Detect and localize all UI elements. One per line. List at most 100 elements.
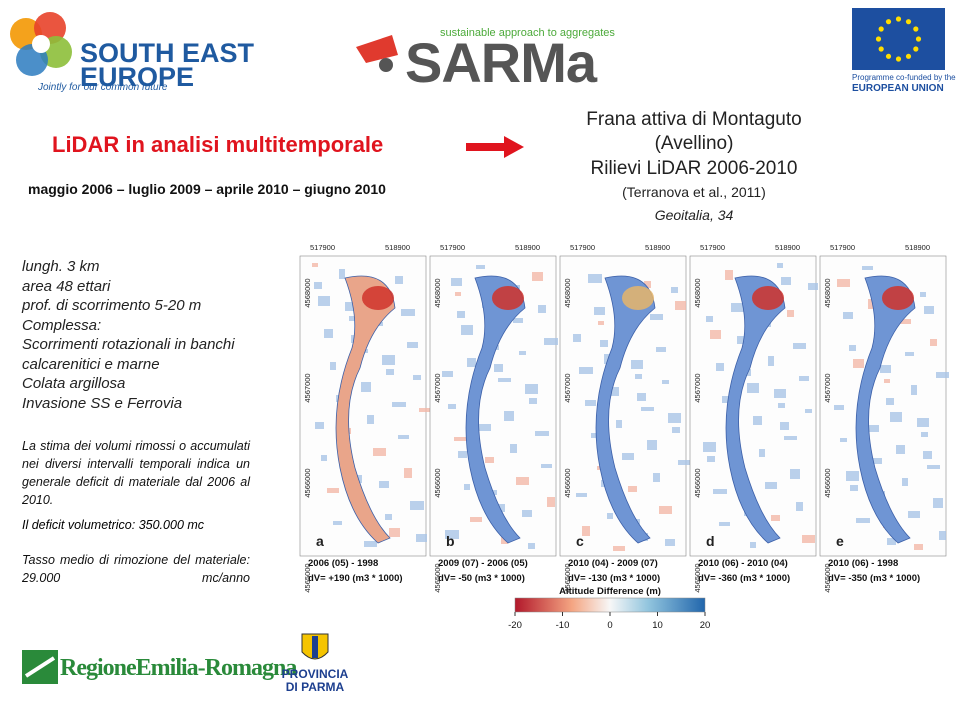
x-coord: 518900 xyxy=(775,243,800,252)
map-speckle xyxy=(538,305,546,313)
map-speckle xyxy=(905,352,914,356)
map-speckle xyxy=(707,456,715,462)
reference-line: Geoitalia, 34 xyxy=(654,207,734,223)
map-speckle xyxy=(451,278,462,286)
map-speckle xyxy=(805,409,812,413)
map-speckle xyxy=(703,442,716,452)
landslide-source xyxy=(882,286,914,310)
map-speckle xyxy=(672,427,680,433)
map-speckle xyxy=(930,339,937,346)
landslide-source xyxy=(752,286,784,310)
colorbar-tick-label: 0 xyxy=(607,620,612,631)
map-panel: c 517900 518900 4568000 4567000 4566000 456500… xyxy=(559,243,692,593)
logo-text: PROVINCIA DI PARMA xyxy=(275,668,355,694)
panel-period: 2006 (05) - 1998 xyxy=(308,558,378,569)
colorbar-tick-label: 10 xyxy=(652,620,663,631)
panel-volume: dV= +190 (m3 * 1000) xyxy=(308,573,403,584)
panel-volume: dV= -50 (m3 * 1000) xyxy=(438,573,525,584)
map-speckle xyxy=(671,287,678,293)
map-speckle xyxy=(939,531,946,540)
map-speckle xyxy=(386,369,394,375)
map-speckle xyxy=(793,343,806,349)
map-speckle xyxy=(644,281,651,288)
map-speckle xyxy=(777,263,783,268)
x-coord: 518900 xyxy=(515,243,540,252)
map-speckle xyxy=(710,330,721,339)
map-speckle xyxy=(588,274,602,283)
map-speckle xyxy=(616,420,622,428)
map-speckle xyxy=(641,407,654,411)
figure: a 517900 518900 4568000 4567000 4566000 456500… xyxy=(299,243,949,631)
description-line: calcarenitici e marne xyxy=(22,355,160,373)
map-speckle xyxy=(479,424,491,431)
map-speckle xyxy=(914,544,923,550)
map-speckle xyxy=(413,375,421,380)
map-speckle xyxy=(665,539,675,546)
map-speckle xyxy=(339,269,345,279)
map-speckle xyxy=(476,265,485,269)
map-panel: d 517900 518900 4568000 4567000 4566000 456500… xyxy=(689,243,818,593)
map-speckle xyxy=(404,468,412,478)
map-speckle xyxy=(846,471,859,481)
map-speckle xyxy=(389,528,400,537)
map-speckle xyxy=(747,383,759,393)
map-speckle xyxy=(780,422,789,430)
map-speckle xyxy=(419,408,433,412)
map-speckle xyxy=(737,336,748,344)
map-speckle xyxy=(759,449,765,457)
map-speckle xyxy=(716,363,724,371)
map-speckle xyxy=(750,542,756,548)
map-speckle xyxy=(884,379,890,383)
x-coord: 518900 xyxy=(385,243,410,252)
map-speckle xyxy=(485,457,494,463)
map-speckle xyxy=(862,266,873,270)
y-coord: 4568000 xyxy=(563,278,572,307)
panel-volume: dV= -360 (m3 * 1000) xyxy=(698,573,790,584)
star xyxy=(885,19,892,25)
map-speckle xyxy=(379,481,389,488)
map-speckle xyxy=(924,306,934,314)
map-panel: a 517900 518900 4568000 4567000 4566000 456500… xyxy=(299,243,433,593)
eu-flag xyxy=(852,8,945,70)
map-speckle xyxy=(541,464,552,468)
map-speckle xyxy=(373,448,386,456)
y-coord: 4566000 xyxy=(823,468,832,497)
reference-line: Rilievi LiDAR 2006-2010 xyxy=(590,158,798,179)
landslide-body xyxy=(465,275,526,544)
map-speckle xyxy=(349,316,356,321)
map-speckle xyxy=(312,263,318,267)
map-speckle xyxy=(416,534,427,542)
panel-period: 2010 (06) - 2010 (04) xyxy=(698,558,788,569)
colorbar xyxy=(514,597,706,613)
emilia-icon xyxy=(22,650,58,684)
logo-tagline: Jointly for our common future xyxy=(38,82,168,93)
map-speckle xyxy=(585,400,596,406)
map-speckle xyxy=(849,345,856,351)
map-speckle xyxy=(573,334,581,342)
dates: maggio 2006 – luglio 2009 – aprile 2010 … xyxy=(28,181,386,197)
description-line: Invasione SS e Ferrovia xyxy=(22,394,183,412)
logo-text: Programme co-funded by the xyxy=(852,73,956,82)
y-coord: 4565000 xyxy=(563,563,572,592)
map-speckle xyxy=(528,543,535,549)
map-speckle xyxy=(896,445,905,454)
panel-period: 2010 (04) - 2009 (07) xyxy=(568,558,658,569)
map-speckle xyxy=(607,513,613,519)
star xyxy=(878,46,884,52)
map-speckle xyxy=(936,372,949,378)
y-coord: 4567000 xyxy=(693,373,702,402)
map-speckle xyxy=(576,493,587,497)
parma-shield xyxy=(301,633,329,660)
map-speckle xyxy=(464,484,470,490)
map-speckle xyxy=(519,351,526,355)
map-speckle xyxy=(367,415,374,424)
logo-line: DI PARMA xyxy=(285,680,345,694)
description-line: prof. di scorrimento 5-20 m xyxy=(22,297,202,314)
map-speckle xyxy=(324,329,333,338)
map-speckle xyxy=(678,460,692,465)
map-speckle xyxy=(442,371,453,377)
map-speckle xyxy=(613,546,625,551)
panel-label: d xyxy=(706,533,715,549)
map-speckle xyxy=(591,433,599,438)
